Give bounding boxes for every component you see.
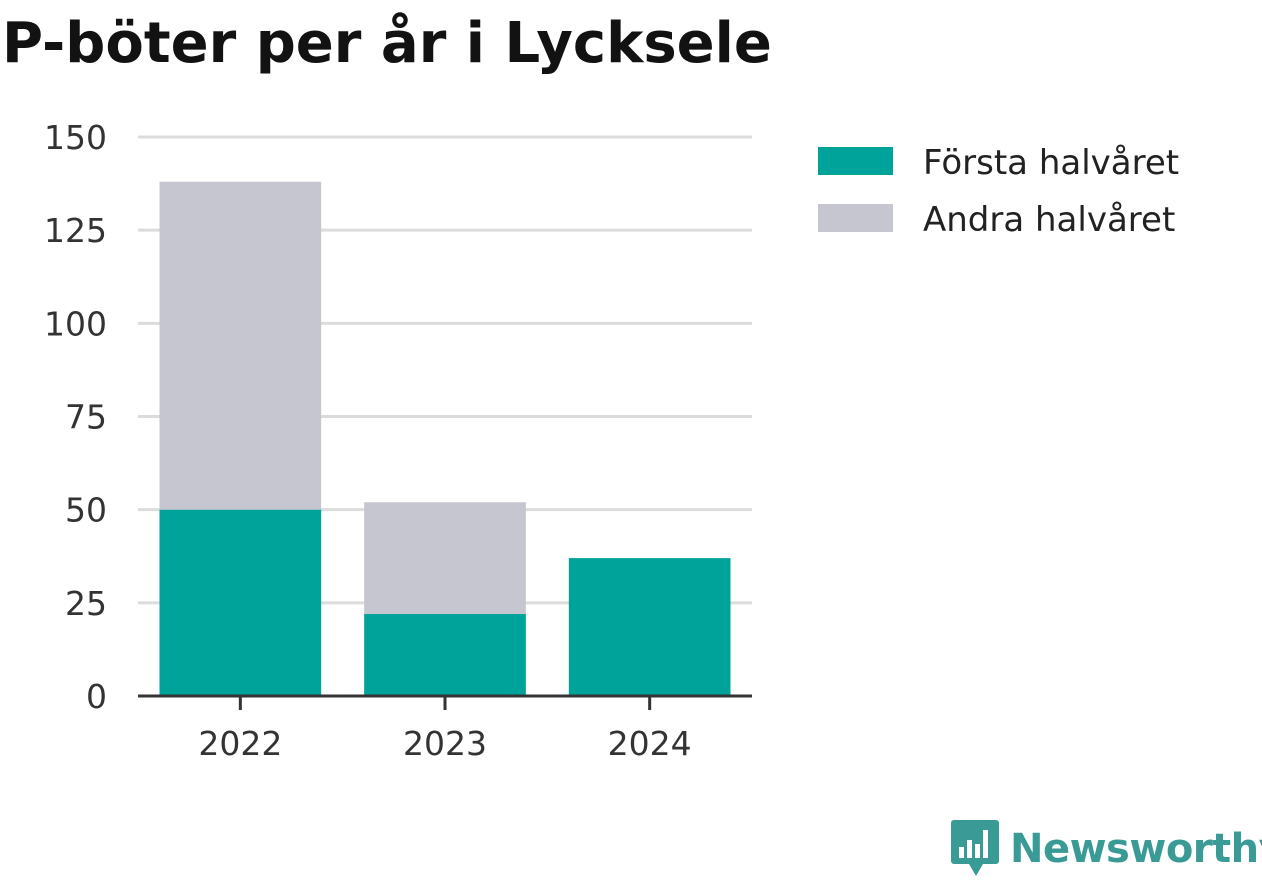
y-tick-label: 100 [44, 304, 107, 343]
bar-segment [568, 558, 731, 696]
chart-title: P-böter per år i Lycksele [2, 11, 772, 76]
x-tick-label: 2024 [608, 724, 692, 763]
brand-name: Newsworthy [1010, 826, 1262, 872]
y-tick-label: 75 [65, 398, 107, 437]
x-tick-label: 2022 [198, 724, 282, 763]
y-tick-label: 150 [44, 118, 107, 157]
x-tick-label: 2023 [403, 724, 487, 763]
bar-segment [159, 509, 322, 696]
y-tick-label: 125 [44, 211, 107, 250]
y-tick-label: 25 [65, 584, 107, 623]
bar-chart-speech-bubble-icon [951, 820, 999, 876]
legend: Första halvåret Andra halvåret [818, 143, 1179, 240]
x-axis-ticks: 2022 2023 2024 [198, 724, 691, 763]
y-tick-label: 0 [86, 677, 107, 716]
bar-segment [364, 614, 526, 696]
x-axis [138, 694, 752, 710]
bar-segment [159, 181, 322, 510]
bar-segment [364, 502, 526, 615]
newsworthy-logo: Newsworthy [950, 818, 1262, 880]
y-axis-ticks: 0 25 50 75 100 125 150 [44, 118, 107, 716]
legend-label: Första halvåret [923, 143, 1179, 183]
legend-label: Andra halvåret [923, 200, 1175, 240]
legend-swatch [818, 147, 893, 175]
legend-swatch [818, 204, 893, 232]
y-tick-label: 50 [65, 491, 107, 530]
bars [159, 181, 731, 696]
